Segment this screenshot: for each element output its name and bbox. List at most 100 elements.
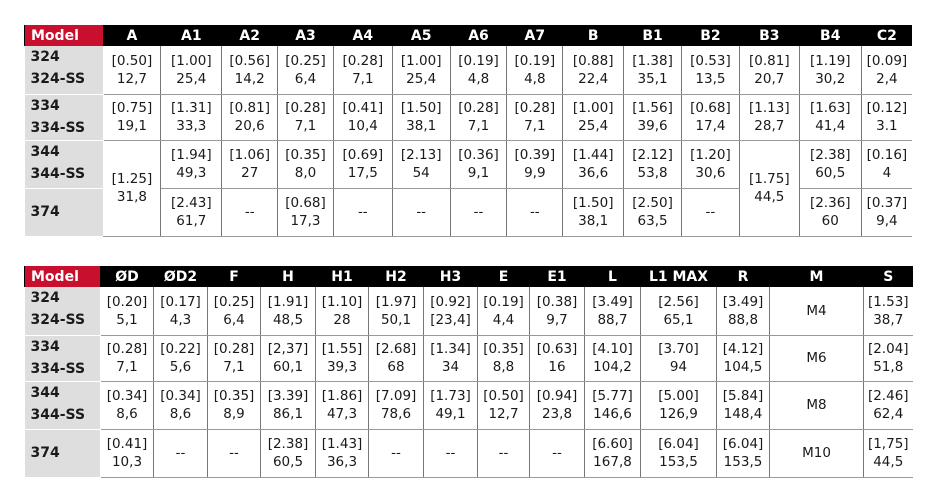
- metric-value: 44,5: [873, 454, 904, 470]
- value-cell: [1.25] 31,8: [103, 140, 162, 237]
- imperial-value: --: [244, 204, 255, 220]
- value-cell: [1.00] 25,4: [160, 46, 223, 95]
- value-cell: [0.28] 7,1: [207, 335, 261, 382]
- metric-value: 8,8: [492, 359, 515, 375]
- metric-value: 5,1: [116, 311, 138, 328]
- header-m: M: [769, 266, 864, 287]
- header-model: Model: [24, 25, 104, 46]
- metric-value: 39,6: [637, 118, 668, 134]
- imperial-value: [2.38]: [267, 436, 309, 452]
- value-cell: --: [221, 188, 279, 237]
- metric-value: 62,4: [873, 406, 904, 422]
- imperial-value: [0.34]: [106, 388, 148, 404]
- metric-value: 50,1: [380, 311, 412, 328]
- metric-value: 7,1: [223, 359, 245, 375]
- imperial-value: [2.46]: [867, 388, 909, 404]
- metric-value: 44,5: [754, 189, 785, 205]
- metric-value: 30,6: [695, 165, 726, 181]
- metric-value: 10,4: [347, 118, 378, 134]
- value-cell: [2.43] 61,7: [160, 188, 223, 237]
- imperial-value: [5.00]: [658, 388, 699, 404]
- value-cell: [5.84] 148,4: [716, 381, 770, 430]
- metric-value: 88,7: [597, 311, 628, 328]
- imperial-value: [1.38]: [632, 52, 673, 69]
- imperial-value: [0.36]: [458, 147, 499, 163]
- header-a7: A7: [506, 25, 563, 46]
- value-cell: [0.34] 8,6: [153, 381, 208, 430]
- value-cell: [0.41] 10,3: [100, 429, 154, 478]
- model-name: 344: [30, 143, 60, 160]
- value-cell: [1.97] 50,1: [368, 287, 424, 336]
- model-cell: 344 344-SS: [24, 140, 104, 189]
- metric-value: 17,4: [695, 118, 726, 134]
- imperial-value: [0.69]: [342, 147, 384, 163]
- value-cell: [0.09] 2,4: [861, 46, 912, 95]
- value-cell: [0.92] [23,4]: [423, 287, 478, 336]
- model-cell: 374: [24, 188, 104, 237]
- imperial-value: [1.94]: [171, 147, 212, 163]
- metric-value: 7,1: [294, 118, 317, 134]
- imperial-value: [5.84]: [722, 388, 764, 404]
- value-cell: [5.00] 126,9: [640, 381, 717, 430]
- imperial-value: [0.09]: [866, 52, 908, 69]
- value-cell: [3.49] 88,7: [584, 287, 641, 336]
- value-cell: [0.81] 20,7: [739, 46, 800, 95]
- imperial-value: [1.34]: [430, 341, 471, 357]
- header--d2: ØD2: [153, 266, 208, 287]
- metric-value: 94: [669, 359, 688, 375]
- imperial-value: --: [552, 445, 562, 461]
- imperial-value: [6.04]: [722, 436, 764, 452]
- imperial-value: [3.49]: [722, 293, 764, 310]
- value-cell: [1.55] 39,3: [315, 335, 369, 382]
- value-cell: [2.38] 60,5: [799, 140, 862, 189]
- imperial-value: [2.43]: [171, 195, 212, 211]
- header-a6: A6: [449, 25, 507, 46]
- value-cell: [0.28] 7,1: [450, 94, 508, 141]
- value-cell: M6: [769, 335, 864, 382]
- metric-value: 12,7: [488, 406, 519, 422]
- header-a3: A3: [277, 25, 334, 46]
- model-cell: 344 344-SS: [24, 381, 101, 430]
- imperial-value: [1.19]: [809, 52, 851, 69]
- value-cell: [0.37] 9,4: [861, 188, 912, 237]
- header-b2: B2: [681, 25, 740, 46]
- metric-value: 88,8: [727, 311, 759, 328]
- value-cell: [2.04] 51,8: [863, 335, 913, 382]
- metric-value: 60,1: [272, 359, 304, 375]
- metric-value: 8,0: [294, 165, 317, 181]
- header-b4: B4: [798, 25, 862, 46]
- imperial-value: [1.43]: [321, 436, 363, 452]
- imperial-value: [0.50]: [111, 52, 153, 69]
- imperial-value: [0.39]: [514, 147, 556, 163]
- value-cell: [1.44] 36,6: [562, 140, 625, 189]
- imperial-value: [0.28]: [106, 341, 148, 357]
- model-name: 344-SS: [30, 406, 86, 423]
- imperial-value: [0.63]: [536, 341, 578, 357]
- metric-value: 38,1: [406, 118, 437, 134]
- header-b1: B1: [623, 25, 682, 46]
- imperial-value: [1.53]: [867, 293, 909, 310]
- value-cell: [0.22] 5,6: [153, 335, 208, 382]
- table-row: 324 324-SS [0.20] 5,1 [0.17] 4,3 [0.25] 6,4 [1.9…: [24, 287, 913, 336]
- metric-value: 17,5: [347, 165, 378, 181]
- value-cell: [1.19] 30,2: [799, 46, 862, 95]
- imperial-value: [1,75]: [867, 436, 909, 452]
- metric-value: 23,8: [541, 406, 573, 422]
- imperial-value: [0.34]: [160, 388, 201, 404]
- model-cell: 334 334-SS: [24, 94, 104, 141]
- metric-value: 3.1: [876, 118, 898, 134]
- value-cell: [1.06] 27: [221, 140, 279, 189]
- value-cell: --: [368, 429, 424, 478]
- imperial-value: [1.00]: [400, 52, 442, 69]
- value-cell: [0.28] 7,1: [277, 94, 334, 141]
- table-row: 334 334-SS [0.28] 7,1 [0.22] 5,6 [0.28] 7,1 [2,3…: [24, 335, 913, 382]
- metric-value: 6,4: [223, 311, 245, 328]
- value-cell: [0.38] 9,7: [529, 287, 585, 336]
- value-cell: [1.94] 49,3: [160, 140, 223, 189]
- metric-value: 78,6: [380, 406, 412, 422]
- imperial-value: [0.19]: [514, 52, 556, 69]
- imperial-value: M8: [806, 397, 827, 413]
- model-name: 344-SS: [30, 165, 86, 182]
- table-row: 374 [2.43] 61,7 -- [0.68] 17,3 -- -- -- -- [1.50] 3…: [24, 188, 912, 237]
- value-cell: [0.53] 13,5: [681, 46, 740, 95]
